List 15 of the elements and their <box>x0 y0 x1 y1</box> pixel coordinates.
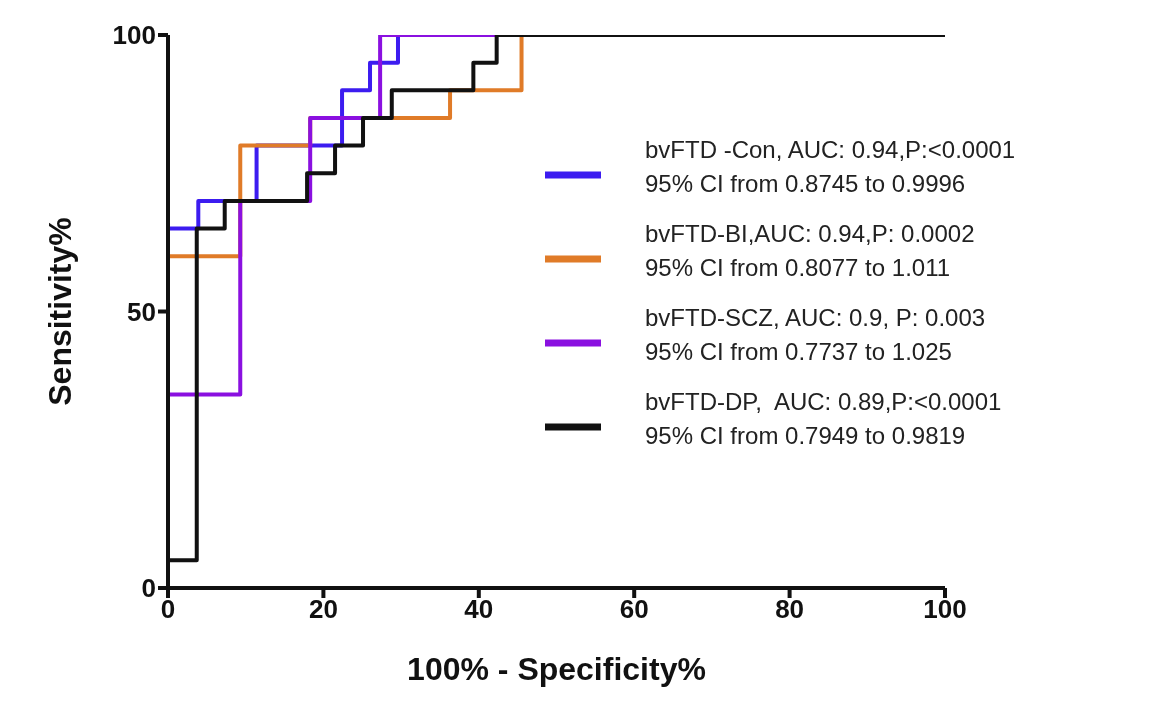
x-tick-label: 80 <box>775 594 805 625</box>
x-tick-label: 100 <box>923 594 967 625</box>
x-axis-title: 100% - Specificity% <box>407 651 706 687</box>
x-tick-label: 0 <box>160 594 176 625</box>
x-tick-label: 20 <box>308 594 338 625</box>
legend-label: bvFTD-BI,AUC: 0.94,P: 0.0002 95% CI from 0.8077 to 1.011 <box>645 219 975 283</box>
y-tick-label: 50 <box>127 296 156 327</box>
legend-label: bvFTD-SCZ, AUC: 0.9, P: 0.003 95% CI from 0.7737 to 1.025 <box>645 303 986 367</box>
y-axis-title: Sensitivity% <box>42 217 79 406</box>
x-tick-label: 60 <box>619 594 649 625</box>
y-tick-label: 100 <box>112 20 156 51</box>
legend-label: bvFTD-DP, AUC: 0.89,P:<0.0001 95% CI from 0.7949 to 0.9819 <box>645 387 1002 451</box>
y-tick-label: 0 <box>141 573 156 604</box>
legend-label: bvFTD -Con, AUC: 0.94,P:<0.0001 95% CI from 0.8745 to 0.9996 <box>645 135 1016 199</box>
x-tick-label: 40 <box>464 594 494 625</box>
